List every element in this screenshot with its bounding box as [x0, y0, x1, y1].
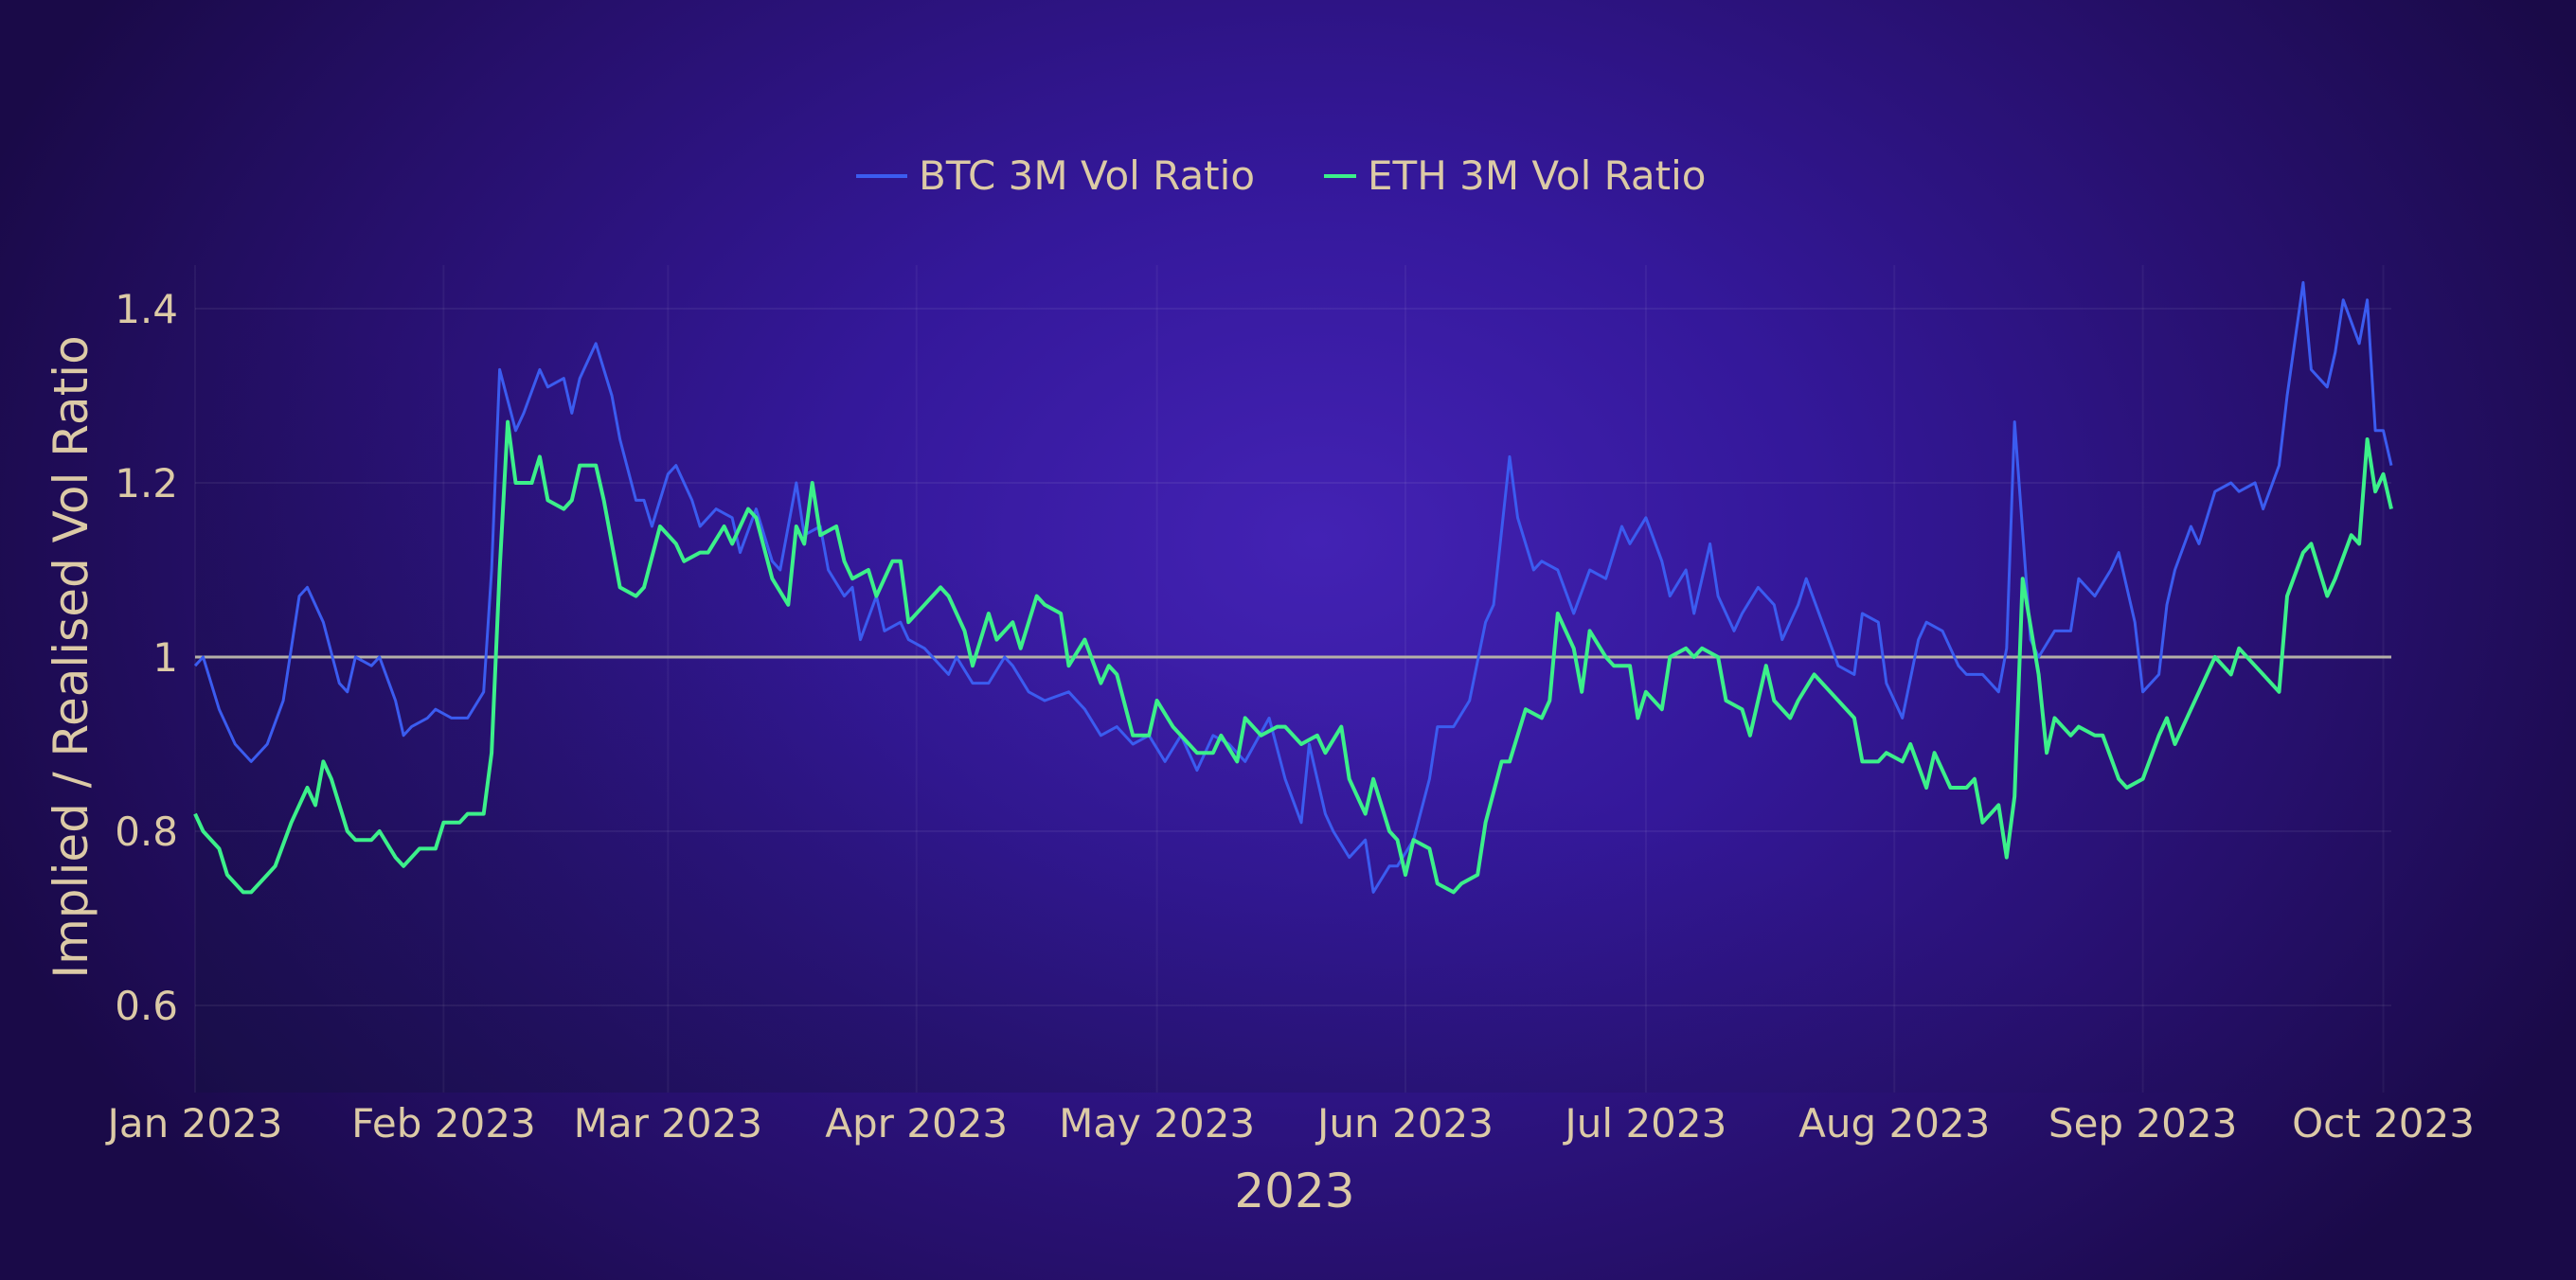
- x-tick-label: Aug 2023: [1798, 1100, 1990, 1147]
- x-tick-label: May 2023: [1059, 1100, 1255, 1147]
- y-axis-title: Implied / Realised Vol Ratio: [44, 335, 98, 978]
- y-tick-label: 0.8: [115, 809, 178, 855]
- legend-label-btc[interactable]: BTC 3M Vol Ratio: [919, 152, 1255, 199]
- x-tick-label: Feb 2023: [351, 1100, 536, 1147]
- x-tick-label: Oct 2023: [2292, 1100, 2475, 1147]
- x-tick-label: Mar 2023: [574, 1100, 762, 1147]
- x-axis-ticks: Jan 2023 Feb 2023 Mar 2023 Apr 2023 May 2023…: [105, 1100, 2475, 1147]
- y-tick-label: 1.2: [115, 460, 178, 507]
- y-tick-label: 1.4: [115, 286, 178, 332]
- legend[interactable]: BTC 3M Vol Ratio ETH 3M Vol Ratio: [856, 152, 1706, 199]
- series-line-btc: [193, 280, 2393, 894]
- x-tick-label: Jul 2023: [1562, 1100, 1726, 1147]
- y-tick-label: 0.6: [115, 983, 178, 1029]
- x-tick-label: Apr 2023: [825, 1100, 1008, 1147]
- series-lines: [193, 280, 2393, 895]
- series-line-eth: [193, 419, 2393, 895]
- x-axis-title: 2023: [1234, 1164, 1354, 1218]
- x-tick-label: Jun 2023: [1315, 1100, 1494, 1147]
- y-axis-ticks: 0.6 0.8 1 1.2 1.4: [115, 286, 178, 1029]
- legend-label-eth[interactable]: ETH 3M Vol Ratio: [1368, 152, 1706, 199]
- y-tick-label: 1: [152, 634, 178, 681]
- x-tick-label: Jan 2023: [105, 1100, 283, 1147]
- plot-area: [195, 265, 2391, 1093]
- x-tick-label: Sep 2023: [2048, 1100, 2237, 1147]
